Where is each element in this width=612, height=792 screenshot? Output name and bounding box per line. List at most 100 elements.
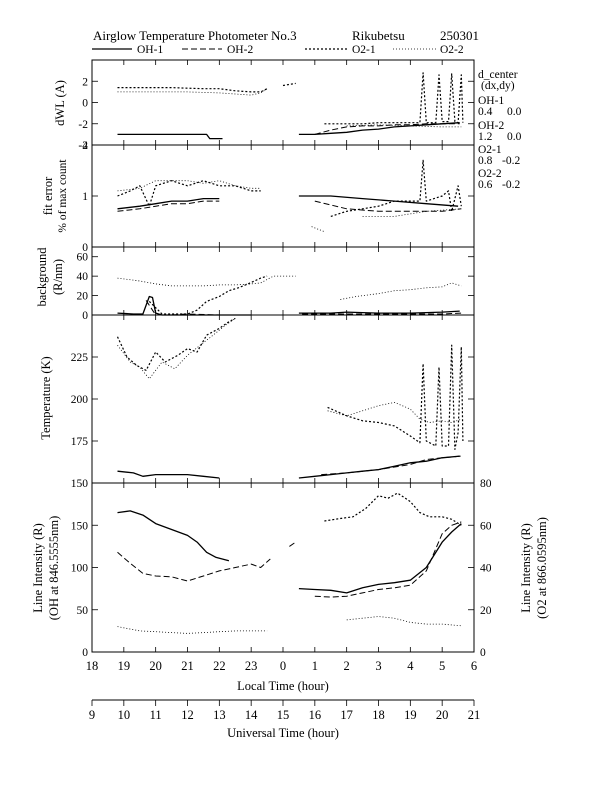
ytick-label-temp-2: 200 — [71, 394, 89, 406]
series-dwl-o2-2-seg0 — [117, 88, 268, 96]
xtick-label-ut-0: 9 — [89, 708, 95, 722]
xtick-label-ut-5: 14 — [245, 708, 258, 722]
d-center-name-o21: O2-1 — [478, 144, 502, 156]
ylabel-int-sub: (OH at 846.5555nm) — [47, 516, 61, 621]
ytick-label-fit-0: 0 — [82, 242, 88, 254]
legend-label-oh2: OH-2 — [227, 44, 253, 56]
ytick-right-label-int-3: 60 — [480, 520, 492, 532]
ylabel-temp: Temperature (K) — [39, 356, 53, 439]
ytick-label-bg-0: 0 — [82, 310, 88, 322]
series-temp-o2-2-seg0 — [117, 318, 236, 380]
d-center-dy-oh2: 0.0 — [507, 131, 522, 143]
xtick-label-ut-11: 20 — [436, 708, 449, 722]
series-dwl-o2-2-seg1 — [346, 124, 462, 128]
d-center-dx-o21: 0.8 — [478, 155, 493, 167]
ylabel-dwl: dWL (A) — [53, 80, 67, 126]
series-temp-o2-1-seg1 — [327, 344, 464, 450]
series-fit-o2-1-seg0 — [117, 180, 261, 207]
ytick-label-temp-3: 225 — [71, 352, 89, 364]
ylabel-fit-unit: % of max count — [57, 159, 69, 233]
xtick-label-ut-1: 10 — [118, 708, 131, 722]
d-center-name-oh2: OH-2 — [478, 120, 504, 132]
xtick-label-local-12: 6 — [471, 659, 477, 673]
xtick-label-ut-4: 13 — [213, 708, 226, 722]
xtick-label-local-3: 21 — [181, 659, 194, 673]
xtick-label-local-0: 18 — [86, 659, 99, 673]
series-int-oh-2-seg0 — [117, 551, 271, 582]
legend: OH-1 OH-2 O2-1 O2-2 — [92, 44, 464, 56]
series-dwl-o2-1-seg1 — [282, 82, 296, 87]
ylabel-bg-unit: (R/nm) — [51, 259, 65, 295]
series-bg-oh-2-seg0 — [145, 300, 157, 316]
series-fit-o2-1-seg1 — [330, 159, 462, 217]
d-center-name-o22: O2-2 — [478, 168, 502, 180]
legend-label-oh1: OH-1 — [137, 44, 163, 56]
d-center-table: d_center (dx,dy) OH-1 0.4 0.0 OH-2 1.2 0… — [478, 69, 522, 191]
ytick-label-dwl-0: -4 — [78, 140, 88, 152]
legend-label-o22: O2-2 — [440, 44, 464, 56]
series-bg-oh-1-seg0 — [117, 295, 252, 316]
d-center-header: d_center — [478, 69, 518, 81]
series-int-o2-2-seg0 — [117, 626, 268, 634]
series-int-oh-2-seg1 — [289, 541, 296, 547]
plot-series — [116, 72, 464, 634]
ytick-label-dwl-1: -2 — [78, 119, 88, 131]
ylabel-int: Line Intensity (R) — [31, 523, 45, 613]
series-fit-oh-1-seg0 — [117, 197, 220, 210]
d-center-dx-o22: 0.6 — [478, 179, 493, 191]
ytick-label-temp-0: 150 — [71, 478, 89, 490]
chart-title-station: Rikubetsu — [352, 28, 405, 43]
d-center-dx-oh2: 1.2 — [478, 131, 493, 143]
series-bg-o2-2-seg0 — [117, 275, 296, 287]
series-fit-oh-2-seg0 — [117, 200, 220, 212]
ytick-right-label-int-2: 40 — [480, 563, 492, 575]
xtick-label-local-9: 3 — [375, 659, 381, 673]
xtick-label-local-11: 5 — [439, 659, 445, 673]
panel-frame-fit — [91, 144, 475, 248]
ylabel-int-right: Line Intensity (R) — [519, 523, 533, 613]
series-fit-o2-2-seg1 — [311, 226, 325, 233]
d-center-dx-oh1: 0.4 — [478, 106, 493, 118]
ytick-label-temp-1: 175 — [71, 436, 89, 448]
series-dwl-oh-1-seg0 — [117, 133, 223, 140]
ytick-label-bg-2: 40 — [77, 271, 89, 283]
xtick-label-local-8: 2 — [344, 659, 350, 673]
series-int-o2-2-seg1 — [346, 616, 462, 627]
series-fit-oh-2-seg1 — [314, 200, 462, 212]
xtick-label-local-2: 20 — [149, 659, 162, 673]
ytick-label-fit-1: 1 — [82, 191, 88, 203]
xtick-label-ut-6: 15 — [277, 708, 290, 722]
xtick-label-local-6: 0 — [280, 659, 286, 673]
ytick-right-label-int-1: 20 — [480, 605, 492, 617]
xtick-label-ut-9: 18 — [372, 708, 385, 722]
d-center-dy-o22: -0.2 — [502, 179, 520, 191]
series-dwl-oh-1-seg1 — [298, 122, 460, 136]
xtick-label-ut-3: 12 — [181, 708, 194, 722]
xtick-label-local-10: 4 — [407, 659, 414, 673]
ylabel-int-right-sub: (O2 at 866.0595nm) — [535, 517, 549, 619]
ytick-right-label-int-0: 0 — [480, 647, 486, 659]
series-temp-oh-2-seg0 — [321, 455, 462, 476]
series-temp-o2-1-seg0 — [116, 317, 236, 371]
ytick-label-int-2: 100 — [71, 563, 89, 575]
series-fit-o2-2-seg2 — [362, 208, 462, 217]
ylabel-fit: fit error — [41, 176, 55, 215]
series-bg-oh-2-seg1 — [171, 313, 220, 316]
legend-label-o21: O2-1 — [352, 44, 376, 56]
ytick-label-int-1: 50 — [77, 605, 89, 617]
series-temp-o2-2-seg1 — [327, 401, 462, 423]
ylabel-bg: background — [35, 247, 49, 307]
d-center-dy-oh1: 0.0 — [507, 106, 522, 118]
xtick-label-ut-2: 11 — [150, 708, 162, 722]
ytick-label-int-0: 0 — [82, 647, 88, 659]
chart-title-date: 250301 — [440, 28, 479, 43]
ytick-label-dwl-2: 0 — [82, 98, 88, 110]
series-bg-o2-2-seg1 — [340, 282, 462, 300]
chart-title-instrument: Airglow Temperature Photometer No.3 — [93, 28, 297, 43]
panel-frame-temp — [91, 314, 475, 484]
series-bg-oh-1-seg1 — [298, 310, 460, 314]
xtick-label-local-5: 23 — [245, 659, 258, 673]
d-center-name-oh1: OH-1 — [478, 95, 504, 107]
xtick-label-ut-7: 16 — [309, 708, 322, 722]
